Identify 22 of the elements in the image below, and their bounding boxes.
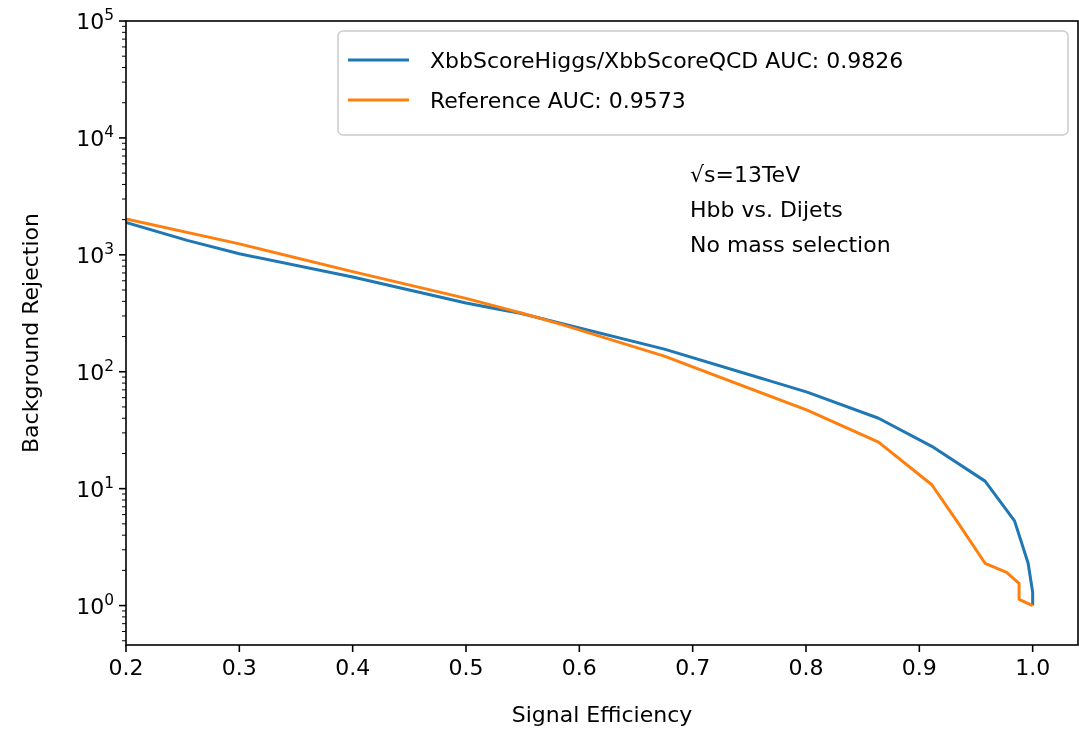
legend-label: XbbScoreHiggs/XbbScoreQCD AUC: 0.9826 <box>430 48 904 73</box>
y-axis-title: Background Rejection <box>18 213 43 453</box>
x-tick-label: 0.3 <box>221 655 257 680</box>
x-tick-label: 1.0 <box>1015 655 1051 680</box>
y-tick-label: 10$^{2}$ <box>76 356 114 385</box>
y-tick-label: 10$^{4}$ <box>76 122 114 151</box>
x-tick-label: 0.7 <box>675 655 711 680</box>
x-tick-label: 0.9 <box>901 655 937 680</box>
y-tick-label: 10$^{0}$ <box>76 590 114 619</box>
x-tick-label: 0.5 <box>448 655 484 680</box>
y-tick-label: 10$^{1}$ <box>76 473 114 502</box>
y-tick-label: 10$^{5}$ <box>76 6 114 34</box>
annotation: Hbb vs. Dijets <box>690 197 843 222</box>
legend-label: Reference AUC: 0.9573 <box>430 88 686 113</box>
y-tick-label: 10$^{3}$ <box>76 239 114 268</box>
annotation: No mass selection <box>690 232 891 257</box>
x-tick-label: 0.2 <box>108 655 144 680</box>
x-tick-label: 0.6 <box>561 655 597 680</box>
annotation: √s=13TeV <box>690 162 801 187</box>
x-axis-title: Signal Efficiency <box>511 702 693 727</box>
x-tick-label: 0.4 <box>335 655 371 680</box>
x-tick-label: 0.8 <box>788 655 824 680</box>
